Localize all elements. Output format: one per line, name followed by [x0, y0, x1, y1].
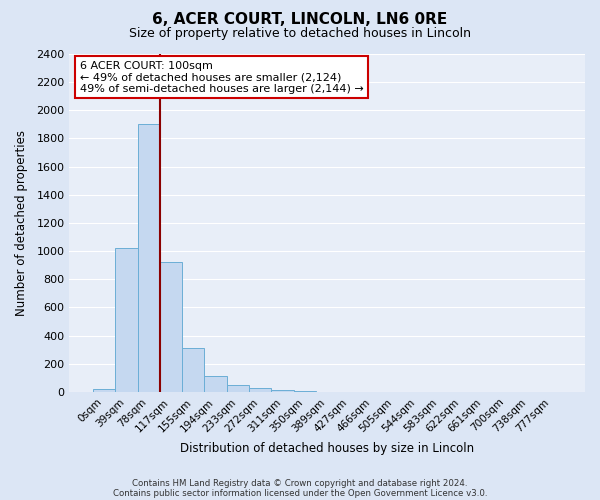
Bar — [93, 389, 115, 392]
Bar — [294, 391, 316, 392]
Bar — [182, 348, 205, 392]
Bar — [115, 248, 137, 392]
Text: Contains public sector information licensed under the Open Government Licence v3: Contains public sector information licen… — [113, 488, 487, 498]
X-axis label: Distribution of detached houses by size in Lincoln: Distribution of detached houses by size … — [180, 442, 474, 455]
Bar — [249, 388, 271, 392]
Text: Size of property relative to detached houses in Lincoln: Size of property relative to detached ho… — [129, 28, 471, 40]
Text: 6, ACER COURT, LINCOLN, LN6 0RE: 6, ACER COURT, LINCOLN, LN6 0RE — [152, 12, 448, 28]
Bar — [137, 124, 160, 392]
Bar — [160, 262, 182, 392]
Bar — [227, 385, 249, 392]
Bar — [205, 376, 227, 392]
Bar — [271, 390, 294, 392]
Text: Contains HM Land Registry data © Crown copyright and database right 2024.: Contains HM Land Registry data © Crown c… — [132, 478, 468, 488]
Y-axis label: Number of detached properties: Number of detached properties — [15, 130, 28, 316]
Text: 6 ACER COURT: 100sqm
← 49% of detached houses are smaller (2,124)
49% of semi-de: 6 ACER COURT: 100sqm ← 49% of detached h… — [80, 61, 364, 94]
